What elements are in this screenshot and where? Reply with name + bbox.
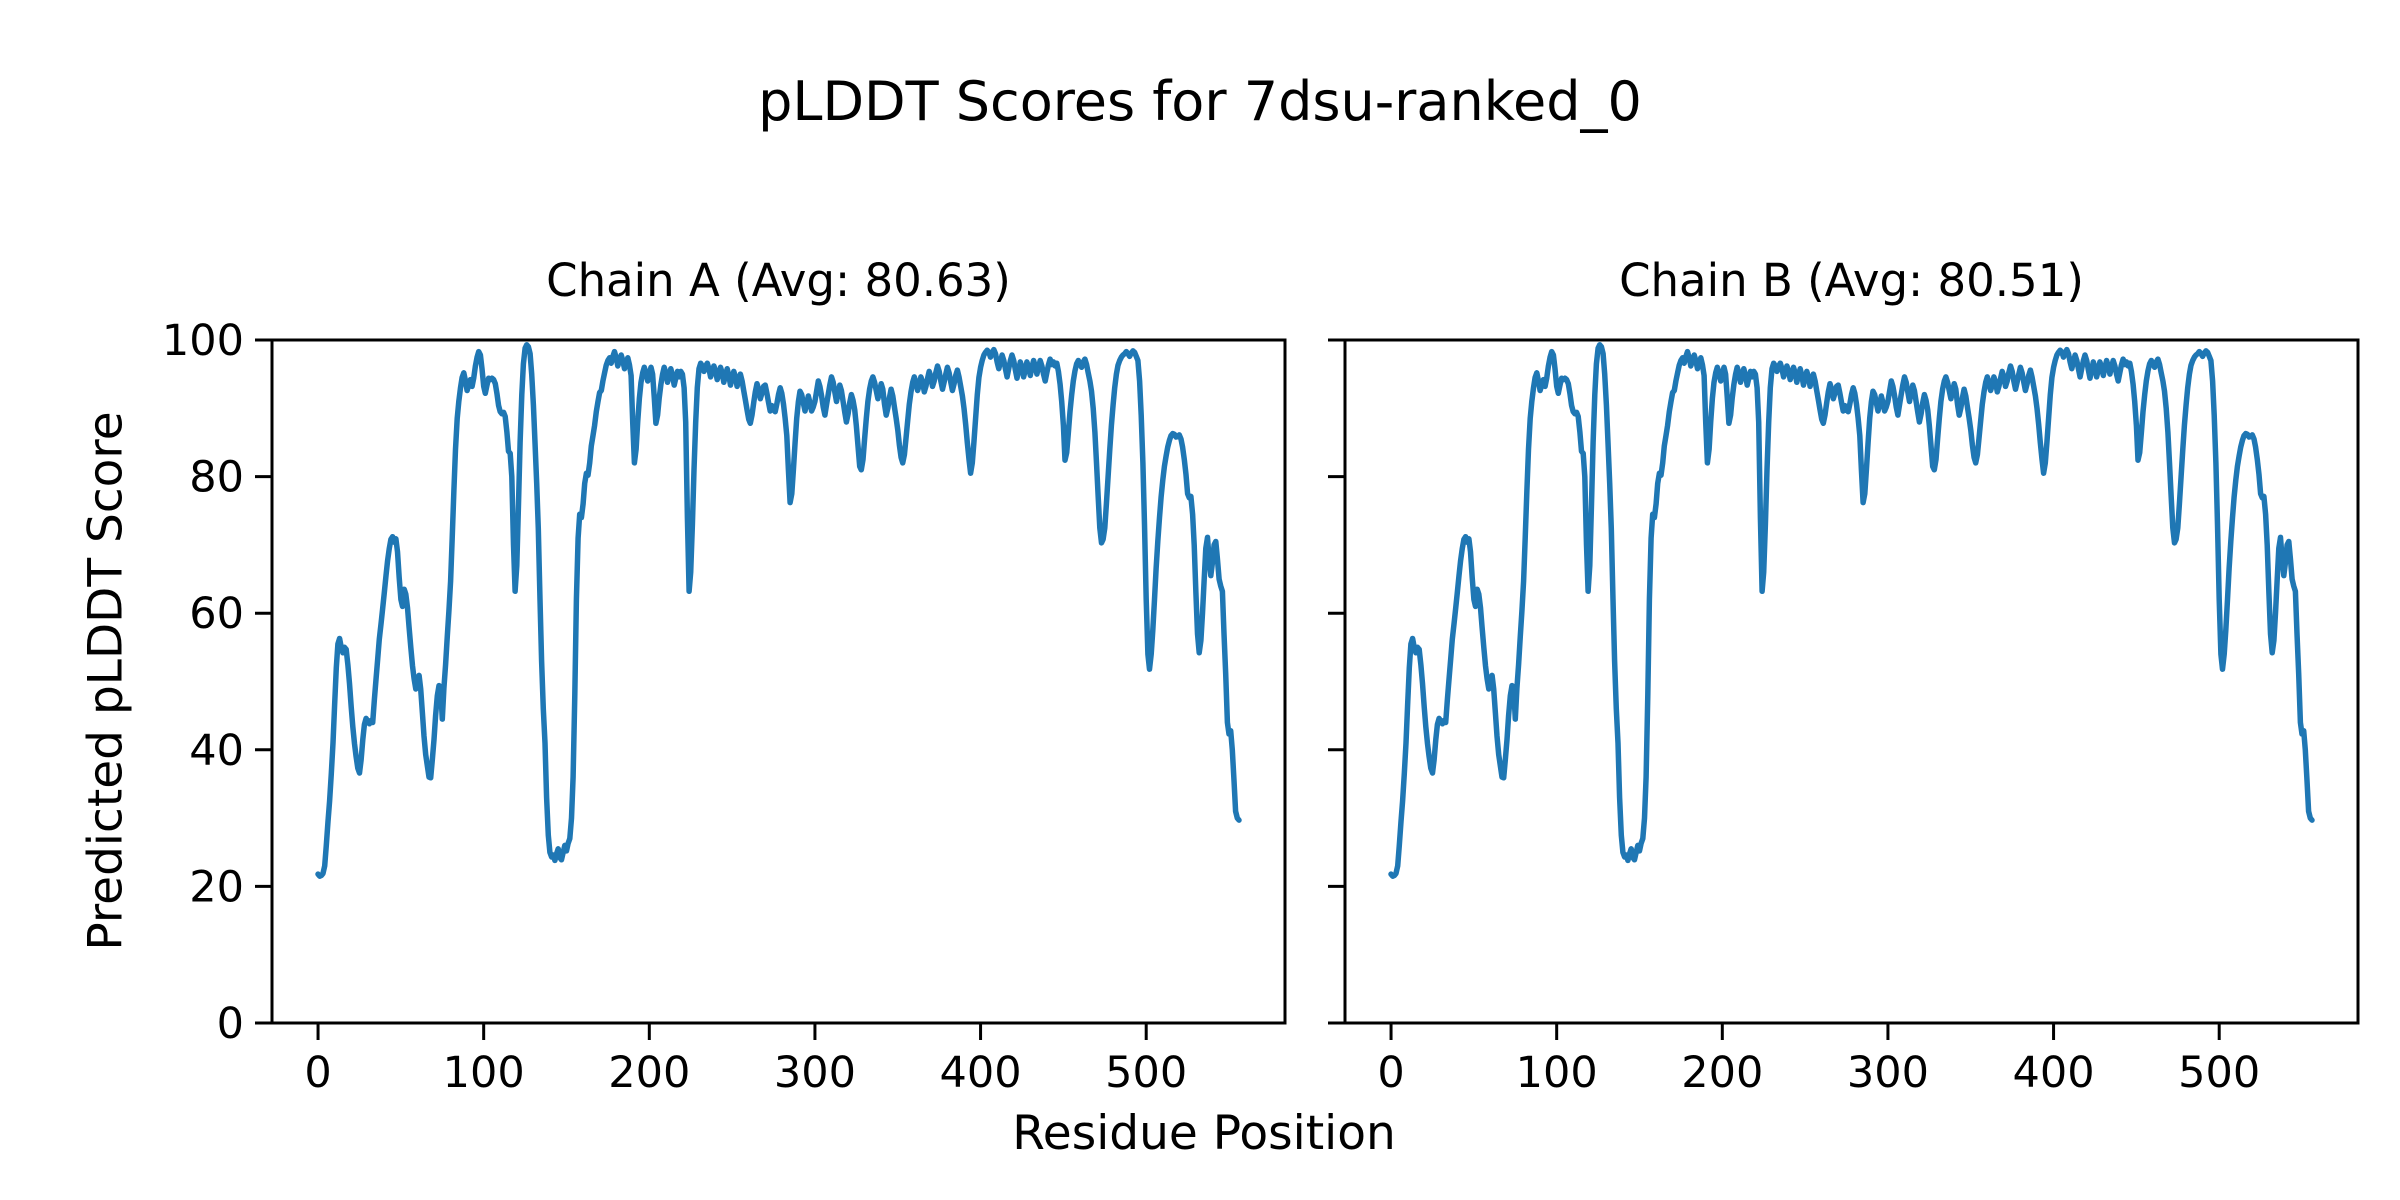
plddt-line-chain-b — [1388, 342, 2315, 879]
x-tick-label: 0 — [1377, 1048, 1404, 1098]
x-tick-label: 500 — [2178, 1048, 2260, 1098]
axes-border — [270, 338, 1287, 1025]
y-tick-label: 0 — [217, 999, 244, 1049]
plddt-line-chain-a — [315, 342, 1242, 879]
y-tick-label: 100 — [162, 316, 244, 366]
x-tick-label: 400 — [2013, 1048, 2095, 1098]
x-tick-label: 200 — [1681, 1048, 1763, 1098]
x-tick-label: 100 — [443, 1048, 525, 1098]
chain-a-plot-area: 0 100 200 300 400 500 0 20 40 60 80 100 — [162, 316, 1287, 1098]
y-axis-label: Predicted pLDDT Score — [78, 411, 134, 951]
x-axis-label: Residue Position — [1012, 1106, 1396, 1161]
axes-border — [1343, 338, 2360, 1025]
subplot-title-chain-a: Chain A (Avg: 80.63) — [546, 254, 1011, 307]
x-tick-label: 500 — [1105, 1048, 1187, 1098]
x-tick-label: 300 — [1847, 1048, 1929, 1098]
x-tick-label: 300 — [774, 1048, 856, 1098]
subplot-title-chain-b: Chain B (Avg: 80.51) — [1619, 254, 2084, 307]
chain-b-plot-area: 0 100 200 300 400 500 — [1328, 338, 2360, 1098]
figure-title: pLDDT Scores for 7dsu-ranked_0 — [758, 70, 1642, 133]
y-tick-label: 20 — [189, 862, 244, 912]
y-tick-label: 60 — [189, 589, 244, 639]
y-tick-label: 80 — [189, 453, 244, 503]
x-tick-label: 200 — [608, 1048, 690, 1098]
y-tick-label: 40 — [189, 726, 244, 776]
x-tick-label: 100 — [1516, 1048, 1598, 1098]
x-tick-label: 0 — [304, 1048, 331, 1098]
x-tick-label: 400 — [940, 1048, 1022, 1098]
